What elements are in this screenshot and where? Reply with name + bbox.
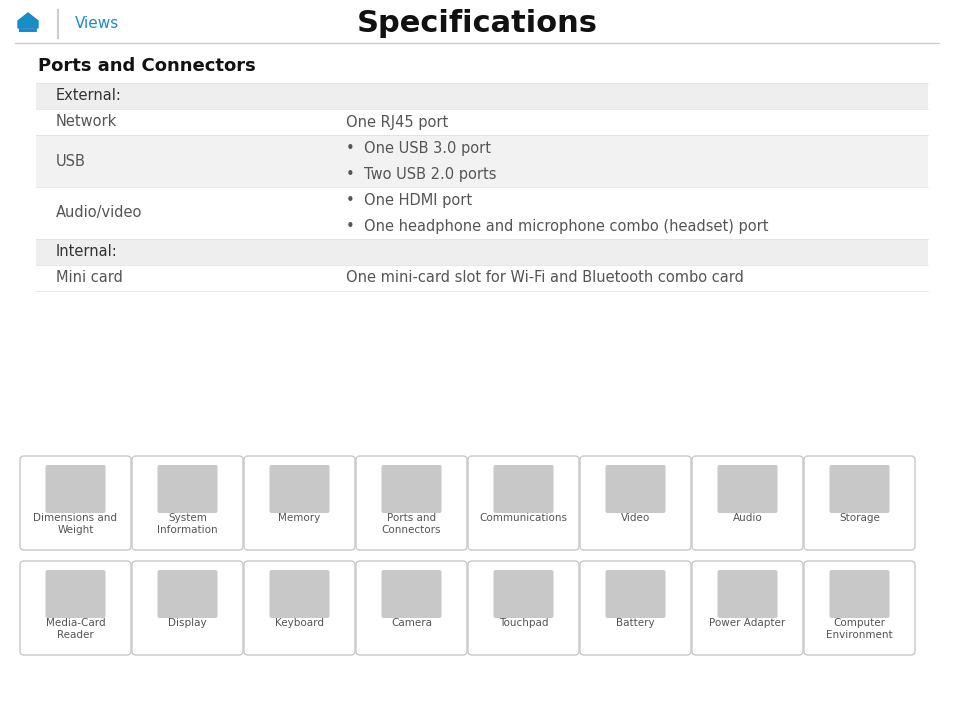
FancyBboxPatch shape bbox=[36, 265, 927, 291]
Text: Communications: Communications bbox=[479, 513, 567, 523]
FancyBboxPatch shape bbox=[46, 570, 106, 618]
FancyBboxPatch shape bbox=[20, 561, 131, 655]
Polygon shape bbox=[18, 13, 38, 21]
FancyBboxPatch shape bbox=[803, 561, 914, 655]
FancyBboxPatch shape bbox=[605, 465, 665, 513]
Text: Storage: Storage bbox=[839, 513, 879, 523]
FancyBboxPatch shape bbox=[157, 570, 217, 618]
FancyBboxPatch shape bbox=[355, 456, 467, 550]
FancyBboxPatch shape bbox=[493, 570, 553, 618]
FancyBboxPatch shape bbox=[493, 465, 553, 513]
FancyBboxPatch shape bbox=[269, 465, 329, 513]
Text: Camera: Camera bbox=[391, 618, 432, 628]
Text: Video: Video bbox=[620, 513, 649, 523]
Text: •  One HDMI port: • One HDMI port bbox=[346, 193, 472, 208]
Text: Specifications: Specifications bbox=[356, 9, 597, 38]
FancyBboxPatch shape bbox=[244, 561, 355, 655]
Text: ⌂: ⌂ bbox=[17, 9, 39, 38]
Text: •  One headphone and microphone combo (headset) port: • One headphone and microphone combo (he… bbox=[346, 218, 768, 234]
Text: Views: Views bbox=[75, 17, 119, 32]
Text: Display: Display bbox=[168, 618, 207, 628]
FancyBboxPatch shape bbox=[717, 570, 777, 618]
Text: USB: USB bbox=[56, 154, 86, 169]
Text: System
Information: System Information bbox=[157, 513, 217, 534]
FancyBboxPatch shape bbox=[20, 456, 131, 550]
Text: Touchpad: Touchpad bbox=[498, 618, 548, 628]
FancyBboxPatch shape bbox=[132, 456, 243, 550]
FancyBboxPatch shape bbox=[381, 465, 441, 513]
FancyBboxPatch shape bbox=[579, 456, 690, 550]
Text: Audio/video: Audio/video bbox=[56, 205, 142, 221]
FancyBboxPatch shape bbox=[803, 456, 914, 550]
FancyBboxPatch shape bbox=[579, 561, 690, 655]
FancyBboxPatch shape bbox=[157, 465, 217, 513]
FancyBboxPatch shape bbox=[691, 456, 802, 550]
Text: Internal:: Internal: bbox=[56, 244, 117, 260]
Text: One RJ45 port: One RJ45 port bbox=[346, 115, 448, 130]
Text: •  One USB 3.0 port: • One USB 3.0 port bbox=[346, 141, 491, 156]
FancyBboxPatch shape bbox=[355, 561, 467, 655]
FancyBboxPatch shape bbox=[828, 570, 888, 618]
FancyBboxPatch shape bbox=[717, 465, 777, 513]
FancyBboxPatch shape bbox=[691, 561, 802, 655]
Polygon shape bbox=[18, 14, 38, 28]
FancyBboxPatch shape bbox=[605, 570, 665, 618]
FancyBboxPatch shape bbox=[468, 456, 578, 550]
FancyBboxPatch shape bbox=[36, 187, 927, 239]
Text: Dimensions and
Weight: Dimensions and Weight bbox=[33, 513, 117, 534]
Text: Keyboard: Keyboard bbox=[274, 618, 324, 628]
Text: Memory: Memory bbox=[278, 513, 320, 523]
Text: Mini card: Mini card bbox=[56, 270, 123, 286]
FancyBboxPatch shape bbox=[269, 570, 329, 618]
Text: Power Adapter: Power Adapter bbox=[709, 618, 785, 628]
FancyBboxPatch shape bbox=[132, 561, 243, 655]
FancyBboxPatch shape bbox=[36, 83, 927, 109]
FancyBboxPatch shape bbox=[46, 465, 106, 513]
Text: Network: Network bbox=[56, 115, 117, 130]
FancyBboxPatch shape bbox=[36, 109, 927, 135]
FancyBboxPatch shape bbox=[468, 561, 578, 655]
Text: Battery: Battery bbox=[616, 618, 654, 628]
Text: One mini-card slot for Wi-Fi and Bluetooth combo card: One mini-card slot for Wi-Fi and Bluetoo… bbox=[346, 270, 743, 286]
FancyBboxPatch shape bbox=[36, 239, 927, 265]
Text: External:: External: bbox=[56, 89, 122, 104]
FancyBboxPatch shape bbox=[244, 456, 355, 550]
Text: Media-Card
Reader: Media-Card Reader bbox=[46, 618, 105, 640]
Text: Audio: Audio bbox=[732, 513, 761, 523]
Text: Ports and Connectors: Ports and Connectors bbox=[38, 57, 255, 75]
Text: Ports and
Connectors: Ports and Connectors bbox=[381, 513, 441, 534]
FancyBboxPatch shape bbox=[828, 465, 888, 513]
FancyBboxPatch shape bbox=[381, 570, 441, 618]
Text: •  Two USB 2.0 ports: • Two USB 2.0 ports bbox=[346, 167, 496, 182]
FancyBboxPatch shape bbox=[36, 135, 927, 187]
Text: Computer
Environment: Computer Environment bbox=[825, 618, 892, 640]
